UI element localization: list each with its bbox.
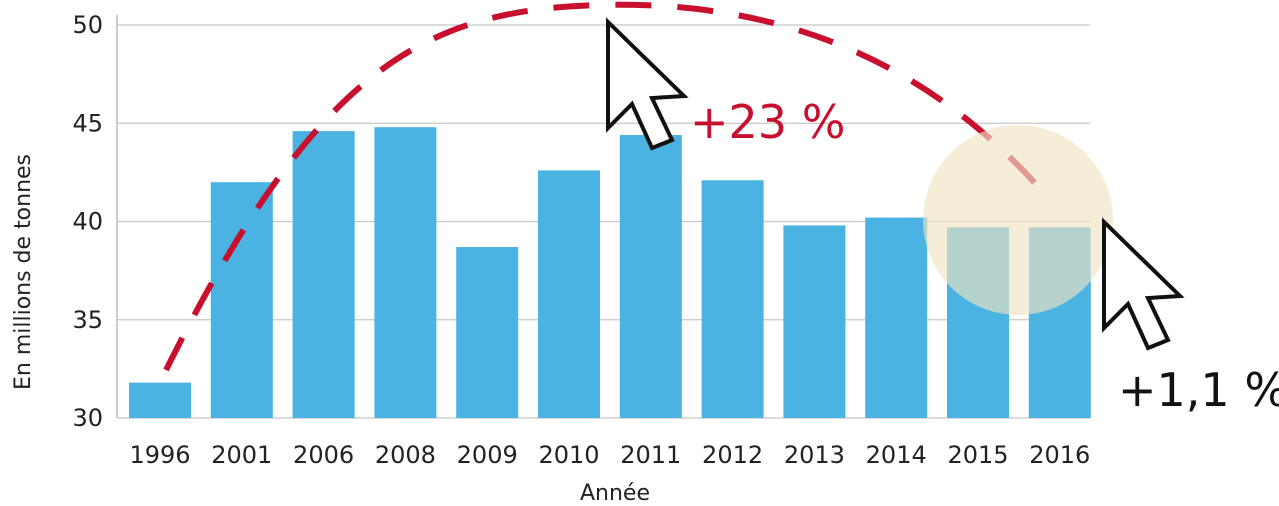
x-tick-label: 2001	[211, 441, 272, 469]
x-tick-label: 2010	[538, 441, 599, 469]
cursor-icon	[606, 17, 689, 151]
x-tick-label: 2009	[457, 441, 518, 469]
x-tick-label: 2008	[375, 441, 436, 469]
x-tick-label: 2015	[947, 441, 1008, 469]
x-tick-label: 2012	[702, 441, 763, 469]
cursor-icon	[1102, 217, 1185, 351]
y-tick-label: 40	[72, 208, 103, 236]
bar-2014	[865, 217, 928, 418]
x-axis-title: Année	[580, 481, 650, 506]
bars	[129, 127, 1091, 419]
x-tick-label: 2014	[866, 441, 927, 469]
y-tick-label: 30	[72, 404, 103, 432]
bar-2010	[538, 170, 600, 418]
y-tick-labels: 30 35 40 45 50	[72, 11, 103, 432]
x-tick-label: 2011	[620, 441, 681, 469]
trend-curve	[163, 1, 1053, 372]
bar-2012	[701, 180, 764, 418]
x-tick-label: 2016	[1029, 441, 1090, 469]
bar-2006	[292, 131, 355, 419]
y-axis-title: En millions de tonnes	[11, 154, 36, 390]
x-tick-label: 2006	[293, 441, 354, 469]
highlight-circle	[923, 125, 1113, 315]
annotation-change: +1,1 %	[1118, 363, 1279, 417]
bar-2013	[783, 225, 846, 418]
y-tick-label: 35	[72, 306, 103, 334]
x-tick-label: 1996	[129, 441, 190, 469]
bar-2011	[619, 135, 682, 419]
x-tick-label: 2013	[784, 441, 845, 469]
annotation-increase: +23 %	[690, 95, 845, 149]
bar-2009	[456, 247, 519, 418]
y-tick-label: 45	[72, 109, 103, 137]
y-tick-label: 50	[72, 11, 103, 39]
grid-lines	[117, 24, 1090, 419]
bar-2001	[210, 182, 273, 418]
bar-1996	[129, 382, 191, 418]
bar-2008	[374, 127, 437, 419]
x-tick-labels: 1996 2001 2006 2008 2009 2010 2011 2012 2013 2014…	[129, 441, 1090, 469]
